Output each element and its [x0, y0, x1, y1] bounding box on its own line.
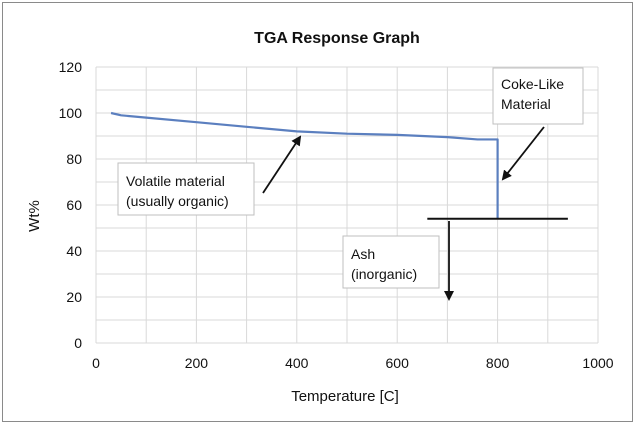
- y-tick-label: 60: [66, 197, 82, 213]
- y-tick-label: 0: [74, 335, 82, 351]
- y-tick-label: 80: [66, 151, 82, 167]
- x-tick-label: 800: [486, 355, 510, 371]
- chart-frame: TGA Response Graph 0 20 40 60 80 100 120 0 200 4…: [2, 2, 633, 422]
- annotation-arrow: [262, 135, 302, 194]
- annotation-box: [492, 67, 584, 125]
- annotation-coke: Coke-Like Material: [492, 67, 584, 181]
- annotation-text: (usually organic): [126, 193, 229, 209]
- x-tick-label: 600: [386, 355, 410, 371]
- chart-title: TGA Response Graph: [254, 30, 420, 47]
- annotation-text: Material: [501, 96, 551, 112]
- y-tick-label: 120: [59, 59, 83, 75]
- x-tick-label: 400: [285, 355, 309, 371]
- x-tick-label: 0: [92, 355, 100, 371]
- annotation-volatile: Volatile material (usually organic): [117, 135, 302, 216]
- y-tick-label: 20: [66, 289, 82, 305]
- annotation-box: [342, 235, 440, 289]
- y-tick-label: 40: [66, 243, 82, 259]
- y-axis-label: Wt%: [26, 200, 43, 232]
- annotations: Volatile material (usually organic) Coke-L…: [117, 67, 584, 301]
- y-tick-labels: 0 20 40 60 80 100 120: [59, 59, 83, 351]
- x-axis-label: Temperature [C]: [291, 388, 399, 405]
- annotation-text: Ash: [351, 246, 375, 262]
- x-tick-labels: 0 200 400 600 800 1000: [92, 355, 614, 371]
- annotation-text: (inorganic): [351, 266, 417, 282]
- x-tick-label: 200: [185, 355, 209, 371]
- annotation-ash: Ash (inorganic): [342, 221, 454, 301]
- data-series: [110, 111, 568, 220]
- series-line: [110, 111, 499, 219]
- annotation-text: Coke-Like: [501, 76, 564, 92]
- tga-chart: TGA Response Graph 0 20 40 60 80 100 120 0 200 4…: [26, 30, 614, 405]
- annotation-arrow: [501, 126, 545, 181]
- annotation-box: [117, 162, 255, 216]
- annotation-text: Volatile material: [126, 173, 225, 189]
- y-tick-label: 100: [59, 105, 83, 121]
- x-tick-label: 1000: [582, 355, 613, 371]
